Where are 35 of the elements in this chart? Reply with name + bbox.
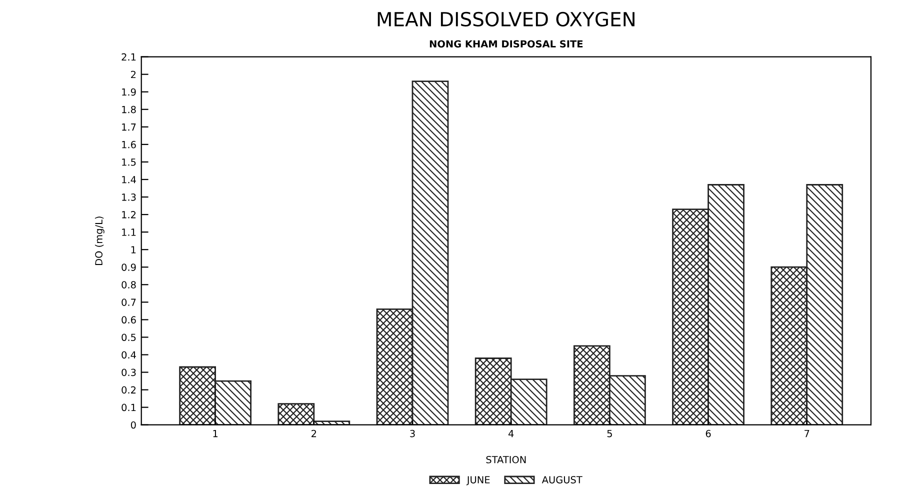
y-tick-label: 1.3 xyxy=(122,193,136,201)
y-tick-label: 1.9 xyxy=(122,88,136,96)
chart-title: MEAN DISSOLVED OXYGEN xyxy=(378,12,634,27)
y-tick-label: 0 xyxy=(130,421,136,429)
y-tick-label: 0.1 xyxy=(122,404,136,412)
y-tick-label: 1.7 xyxy=(122,124,136,131)
y-tick-label: 1.1 xyxy=(122,228,136,236)
x-tick-label: 5 xyxy=(607,430,612,438)
chart-subtitle: NONG KHAM DISPOSAL SITE xyxy=(430,40,583,48)
x-tick-label: 1 xyxy=(213,430,218,438)
y-tick-label: 0.7 xyxy=(122,298,136,306)
y-tick-label: 1.4 xyxy=(122,176,136,184)
y-tick-label: 0.8 xyxy=(122,281,136,288)
y-tick-label: 0.9 xyxy=(122,264,136,271)
x-tick-label: 2 xyxy=(312,430,316,438)
legend-label: AUGUST xyxy=(542,476,582,484)
legend-label: JUNE xyxy=(466,476,490,486)
y-axis-title: DO (mg/L) xyxy=(94,216,104,265)
y-tick-label: 0.5 xyxy=(122,334,136,342)
y-tick-label: 0.2 xyxy=(122,386,136,394)
y-tick-label: 1.2 xyxy=(122,211,136,218)
y-tick-label: 2 xyxy=(131,70,136,78)
y-tick-label: 2.1 xyxy=(122,53,136,61)
y-tick-label: 1.6 xyxy=(122,140,136,148)
x-tick-label: 3 xyxy=(410,430,415,438)
y-tick-label: 1.8 xyxy=(122,106,136,114)
x-tick-label: 7 xyxy=(804,430,810,438)
x-tick-label: 6 xyxy=(706,430,711,438)
y-tick-label: 0.3 xyxy=(122,368,136,376)
x-axis-title: STATION xyxy=(486,456,526,464)
y-tick-label: 0.4 xyxy=(122,351,136,359)
y-tick-label: 1 xyxy=(131,246,136,254)
x-tick-label: 4 xyxy=(508,430,514,438)
y-tick-label: 0.6 xyxy=(122,316,136,324)
y-tick-label: 1.5 xyxy=(122,158,136,166)
